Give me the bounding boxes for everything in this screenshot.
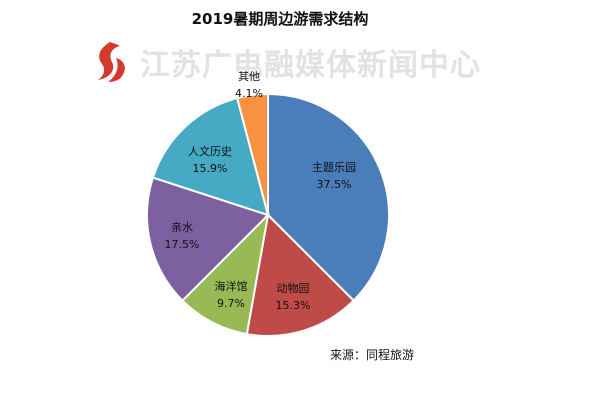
pie-slice-5 [235,92,269,216]
pie-slice-2 [181,212,270,336]
watermark-text: 江苏广电融媒体新闻中心 [140,48,481,83]
slice-label-0: 主题乐园 [312,161,356,174]
slice-label-2: 海洋馆 [215,279,248,293]
slice-label-4: 人文历史 [188,144,232,158]
source-note: 来源：同程旅游 [330,348,415,362]
slice-value-0: 37.5% [317,178,352,191]
slice-value-5: 4.1% [235,87,263,100]
pie-slice-0 [267,92,390,302]
slice-label-3: 亲水 [171,220,193,234]
slice-label-5: 其他 [238,70,260,83]
slice-value-1: 15.3% [276,299,311,312]
pie-slice-3 [146,176,270,302]
watermark-logo-icon [98,42,125,82]
slice-value-3: 17.5% [165,238,200,251]
slice-label-1: 动物园 [277,281,310,295]
chart-title: 2019暑期周边游需求结构 [191,10,369,28]
slice-value-4: 15.9% [193,162,228,175]
slice-value-2: 9.7% [217,297,245,310]
pie-slice-4 [151,96,270,217]
pie-slice-1 [245,212,355,337]
